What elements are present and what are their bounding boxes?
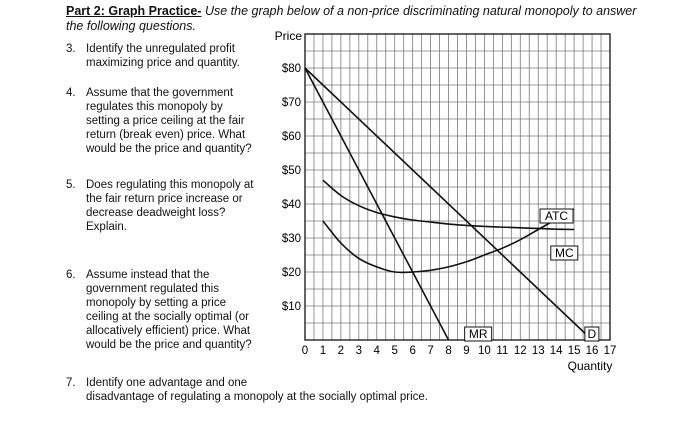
question-line: Explain. (86, 221, 127, 233)
x-tick-label: 11 (496, 345, 508, 357)
question-line: would be the price and quantity? (86, 143, 252, 155)
x-tick-label: 4 (374, 345, 381, 357)
x-tick-label: 13 (532, 345, 545, 357)
question-line: Assume instead that the (86, 269, 210, 281)
question-line: ceiling at the socially optimal (or (86, 311, 249, 323)
mr-label: MR (469, 327, 488, 341)
question-line: regulates this monopoly by (86, 101, 223, 113)
x-axis-title: Quantity (568, 359, 613, 373)
question-line: Identify one advantage and one (86, 377, 248, 389)
x-tick-label: 14 (550, 345, 563, 357)
x-tick-label: 2 (338, 345, 344, 357)
question-5: 5. Does regulating this monopoly at the … (66, 178, 286, 236)
question-line: disadvantage of regulating a monopoly at… (86, 391, 429, 403)
x-tick-label: 16 (586, 345, 599, 357)
question-line: Identify the unregulated profit (86, 43, 235, 55)
x-tick-label: 17 (604, 345, 617, 357)
question-line: would be the price and quantity? (86, 339, 252, 351)
instructions-line-1: Use the graph below of a non-price discr… (201, 4, 637, 18)
mc-label: MC (555, 246, 574, 260)
instructions-line-2: the following questions. (66, 19, 196, 33)
d-label: D (588, 327, 597, 341)
x-tick-label: 5 (392, 345, 398, 357)
question-number: 6. (66, 269, 76, 281)
question-line: government regulated this (86, 283, 219, 295)
y-tick-label: $30 (282, 233, 301, 245)
y-tick-label: $50 (282, 165, 301, 177)
x-tick-label: 15 (568, 345, 581, 357)
question-line: maximizing price and quantity. (86, 57, 240, 69)
question-text: Assume that the government regulates thi… (86, 86, 252, 156)
mc-curve (322, 208, 575, 274)
question-6: 6. Assume instead that the government re… (66, 268, 286, 354)
question-number: 3. (66, 43, 76, 55)
marginal-revenue-curve (304, 67, 450, 341)
y-tick-label: $10 (282, 301, 301, 313)
y-tick-label: $60 (282, 131, 301, 143)
atc-curve (322, 179, 575, 231)
y-tick-label: $70 (282, 97, 301, 109)
d-label-box (584, 326, 600, 342)
worksheet-header: Part 2: Graph Practice- Use the graph be… (66, 4, 686, 34)
question-4: 4. Assume that the government regulates … (66, 86, 286, 158)
x-tick-label: 10 (478, 345, 491, 357)
question-line: Does regulating this monopoly at (86, 179, 254, 191)
x-tick-label: 0 (302, 345, 308, 357)
question-number: 5. (66, 179, 76, 191)
question-text: Identify the unregulated profit maximizi… (86, 42, 240, 70)
x-tick-label: 1 (320, 345, 326, 357)
atc-label: ATC (545, 209, 568, 223)
question-line: setting a price ceiling at the fair (86, 115, 245, 127)
x-tick-label: 8 (445, 345, 451, 357)
question-line: allocatively efficient) price. What (86, 325, 251, 337)
x-tick-label: 12 (514, 345, 527, 357)
question-line: monopoly by setting a price (86, 297, 226, 309)
question-text: Identify one advantage and one disadvant… (86, 376, 428, 404)
atc-label-box (539, 208, 574, 224)
graph-labels: Price$10$20$30$40$50$60$70$800 1 2 3 4 5 6 7 8 9 1… (275, 29, 617, 373)
question-line: Assume that the government (86, 87, 234, 99)
question-text: Does regulating this monopoly at the fai… (86, 178, 254, 234)
mr-label-box (464, 326, 493, 342)
question-line: decrease deadweight loss? (86, 207, 226, 219)
y-axis-title: Price (275, 29, 303, 43)
y-tick-label: $40 (282, 199, 301, 211)
x-tick-label: 3 (356, 345, 362, 357)
question-3: 3. Identify the unregulated profit maxim… (66, 42, 286, 72)
plot-frame (304, 33, 611, 341)
question-line: return (break even) price. What (86, 129, 246, 141)
x-tick-label: 7 (427, 345, 433, 357)
y-tick-label: $20 (282, 267, 301, 279)
graph-curves (304, 67, 593, 341)
demand-curve (304, 67, 593, 341)
graph-grid (304, 33, 611, 341)
x-tick-label: 6 (409, 345, 415, 357)
question-number: 4. (66, 87, 76, 99)
x-tick-label: 9 (463, 345, 469, 357)
mc-label-box (550, 245, 579, 261)
question-line: the fair return price increase or (86, 193, 243, 205)
question-text: Assume instead that the government regul… (86, 268, 252, 352)
question-number: 7. (66, 377, 76, 389)
question-7: 7. Identify one advantage and one disadv… (66, 376, 626, 406)
part-title: Part 2: Graph Practice- (66, 4, 202, 18)
y-tick-label: $80 (282, 63, 301, 75)
